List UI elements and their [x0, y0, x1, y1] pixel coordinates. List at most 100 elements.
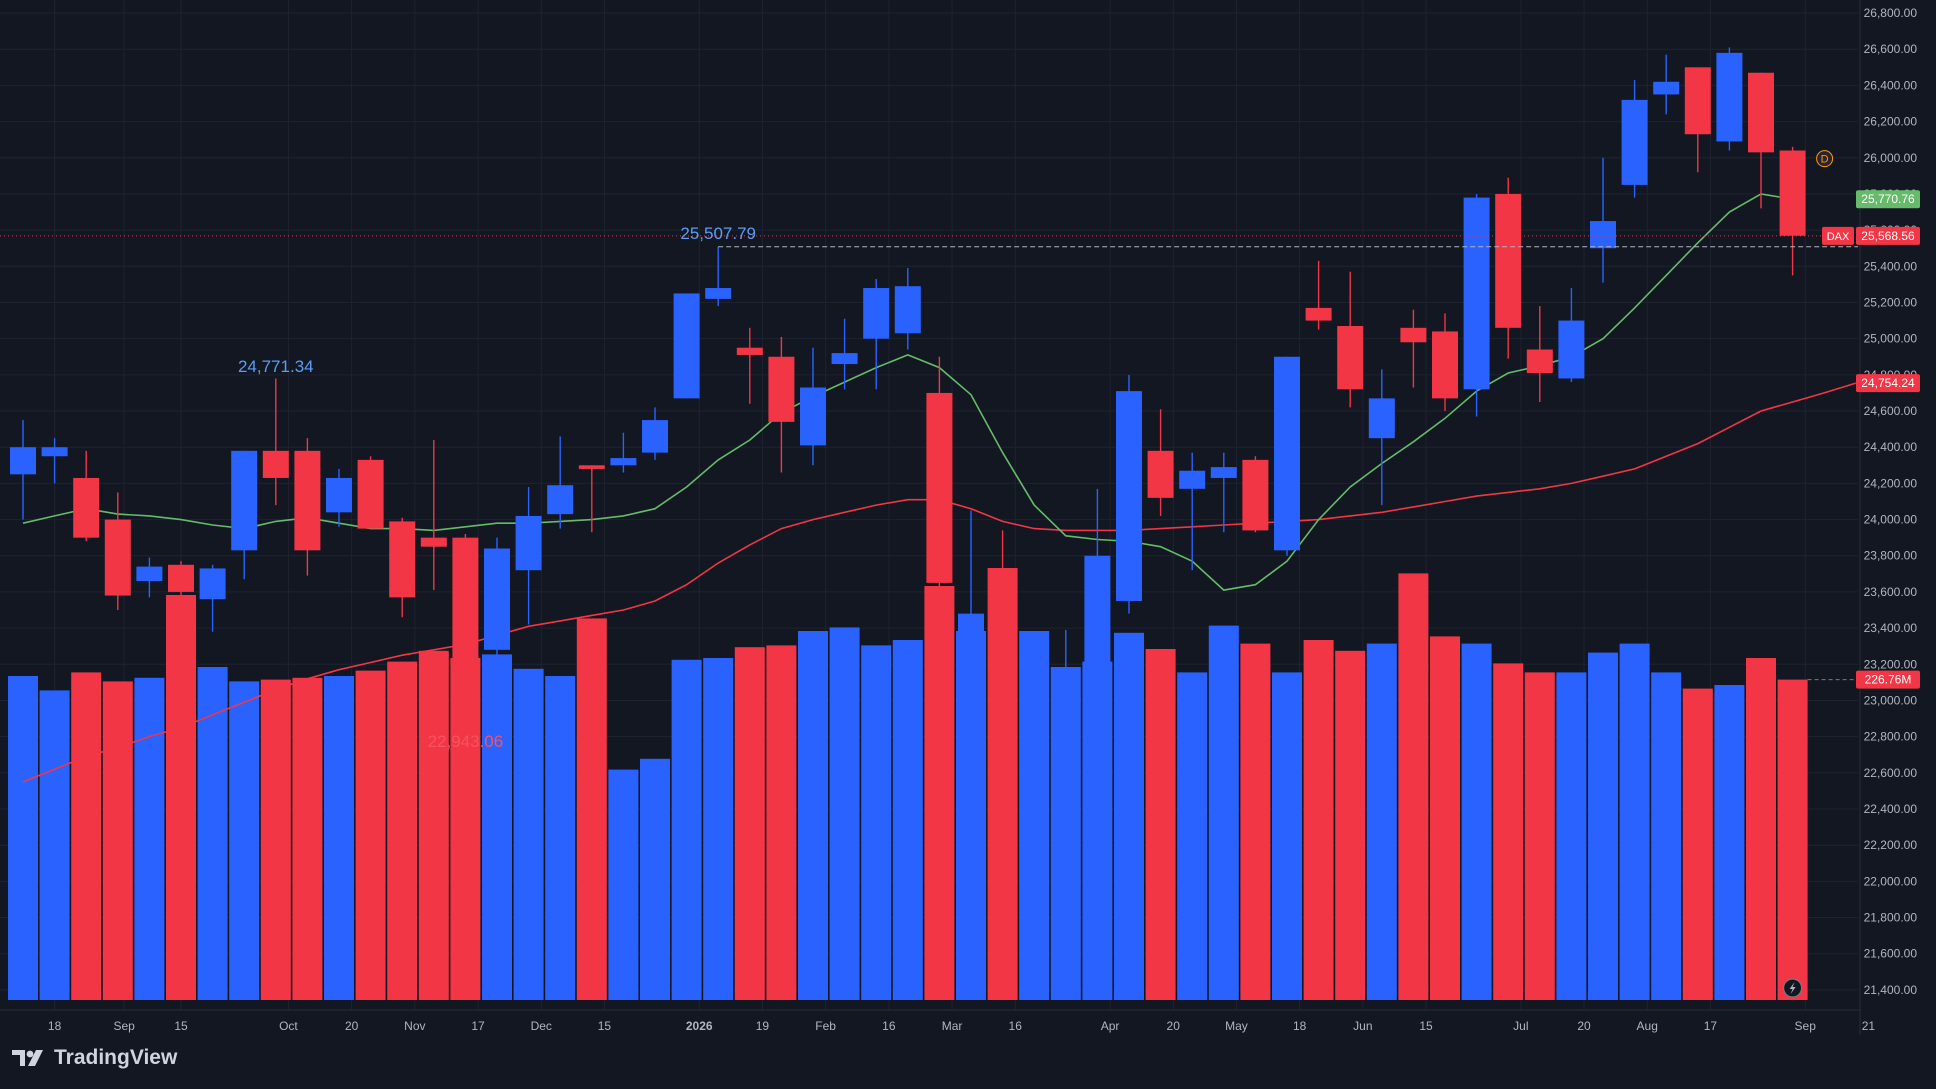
candle-body[interactable]	[294, 450, 321, 551]
candle-body[interactable]	[800, 387, 826, 446]
volume-bar	[798, 631, 828, 1000]
price-axis-tick-label: 25,400.00	[1864, 259, 1918, 273]
candle-body[interactable]	[1716, 52, 1743, 142]
candle-body[interactable]	[231, 450, 258, 551]
volume-bar	[8, 676, 38, 1000]
candle-body[interactable]	[1558, 320, 1585, 379]
volume-bar	[229, 681, 260, 1000]
candle-body[interactable]	[1242, 459, 1269, 531]
candle-body[interactable]	[1179, 470, 1206, 489]
candle-body[interactable]	[389, 521, 416, 598]
candle-body[interactable]	[136, 566, 163, 582]
price-axis-background	[1860, 0, 1936, 1035]
candle-body[interactable]	[104, 519, 131, 596]
candle-body[interactable]	[958, 613, 984, 663]
volume-bar	[1208, 625, 1239, 1000]
candle-body[interactable]	[578, 465, 605, 469]
candle-body[interactable]	[1779, 150, 1806, 236]
candle-body[interactable]	[1463, 197, 1490, 390]
candle-body[interactable]	[1305, 307, 1332, 321]
time-axis-label: Jun	[1353, 1019, 1372, 1033]
price-axis-tick-label: 26,400.00	[1864, 78, 1918, 92]
candle-body[interactable]	[484, 548, 510, 650]
volume-bar	[671, 659, 702, 1000]
candle-body[interactable]	[10, 447, 36, 475]
candle-body[interactable]	[894, 286, 921, 334]
volume-bar	[1714, 685, 1745, 1000]
price-badge	[1856, 226, 1920, 245]
price-axis-tick-label: 23,400.00	[1864, 621, 1918, 635]
volume-bar	[482, 654, 512, 1000]
candle-body[interactable]	[1210, 467, 1237, 478]
candle-body[interactable]	[642, 420, 668, 453]
time-axis-label: 20	[1167, 1019, 1181, 1033]
time-axis-label: Mar	[942, 1019, 963, 1033]
candle-body[interactable]	[1084, 555, 1111, 668]
price-badge	[1856, 374, 1920, 393]
candle-body[interactable]	[547, 485, 574, 515]
candle-body[interactable]	[1147, 450, 1174, 498]
candle-body[interactable]	[831, 353, 858, 364]
candle-body[interactable]	[1526, 349, 1553, 374]
volume-bar	[1240, 643, 1271, 1000]
candle-body[interactable]	[610, 458, 637, 466]
candle-body[interactable]	[768, 356, 795, 422]
interval-badge-circle[interactable]	[1816, 150, 1834, 168]
candle-body[interactable]	[1653, 81, 1680, 95]
candle-body[interactable]	[262, 450, 289, 478]
candle-body[interactable]	[1021, 827, 1048, 831]
candle-body[interactable]	[1748, 72, 1774, 153]
time-axis-label: Nov	[404, 1019, 425, 1033]
candle-body[interactable]	[168, 564, 194, 592]
candle-body[interactable]	[420, 537, 447, 547]
candle-body[interactable]	[1400, 327, 1427, 343]
time-axis-label: Dec	[531, 1019, 552, 1033]
volume-bar	[608, 769, 639, 1000]
candle-body[interactable]	[357, 459, 384, 529]
candle-body[interactable]	[515, 515, 542, 571]
time-axis-label: 15	[174, 1019, 188, 1033]
candle-body[interactable]	[926, 392, 953, 583]
time-axis-label: 21	[1862, 1019, 1876, 1033]
price-axis-tick-label: 22,000.00	[1864, 874, 1918, 888]
candle-body[interactable]	[199, 568, 226, 600]
candle-body[interactable]	[1590, 221, 1616, 249]
candle-body[interactable]	[73, 477, 100, 538]
volume-bar	[1619, 643, 1650, 1000]
candle-body[interactable]	[452, 537, 479, 685]
candle-body[interactable]	[863, 288, 890, 339]
volume-bar	[1145, 649, 1176, 1000]
candle-body[interactable]	[1432, 331, 1458, 399]
volume-bar	[1493, 663, 1524, 1000]
price-chart[interactable]: 25,507.79 24,771.34 22,943.06 D 26,800.00 26,…	[0, 0, 1936, 1035]
candle-body[interactable]	[1274, 356, 1300, 551]
tradingview-logo[interactable]: TradingView	[12, 1046, 177, 1070]
volume-bar	[1524, 672, 1555, 1000]
price-axis-tick-label: 26,600.00	[1864, 42, 1918, 56]
candle-body[interactable]	[1495, 193, 1522, 328]
candle-body[interactable]	[1052, 669, 1079, 831]
price-axis-tick-label: 24,000.00	[1864, 513, 1918, 527]
candle-body[interactable]	[1684, 67, 1711, 135]
time-axis-label: 15	[598, 1019, 612, 1033]
candle-body[interactable]	[705, 288, 732, 299]
candle-body[interactable]	[1621, 99, 1648, 185]
time-axis-label: 18	[1293, 1019, 1307, 1033]
volume-bar	[924, 586, 955, 1000]
time-axis-label: Feb	[815, 1019, 836, 1033]
volume-bar	[102, 681, 133, 1000]
candle-body[interactable]	[326, 477, 352, 513]
candle-body[interactable]	[673, 293, 700, 399]
tradingview-logo-icon	[12, 1050, 43, 1066]
price-axis-tick-label: 25,000.00	[1864, 332, 1918, 346]
time-axis-label: Jul	[1513, 1019, 1528, 1033]
candle-body[interactable]	[736, 347, 763, 355]
candle-body[interactable]	[1116, 391, 1142, 601]
price-badge-value: 24,754.24	[1861, 376, 1915, 390]
candle-body[interactable]	[1368, 398, 1395, 439]
volume-bar	[355, 670, 386, 1000]
candle-body[interactable]	[989, 613, 1016, 819]
candle-body[interactable]	[41, 447, 68, 457]
price-axis-tick-label: 25,200.00	[1864, 295, 1918, 309]
candle-body[interactable]	[1337, 326, 1364, 390]
